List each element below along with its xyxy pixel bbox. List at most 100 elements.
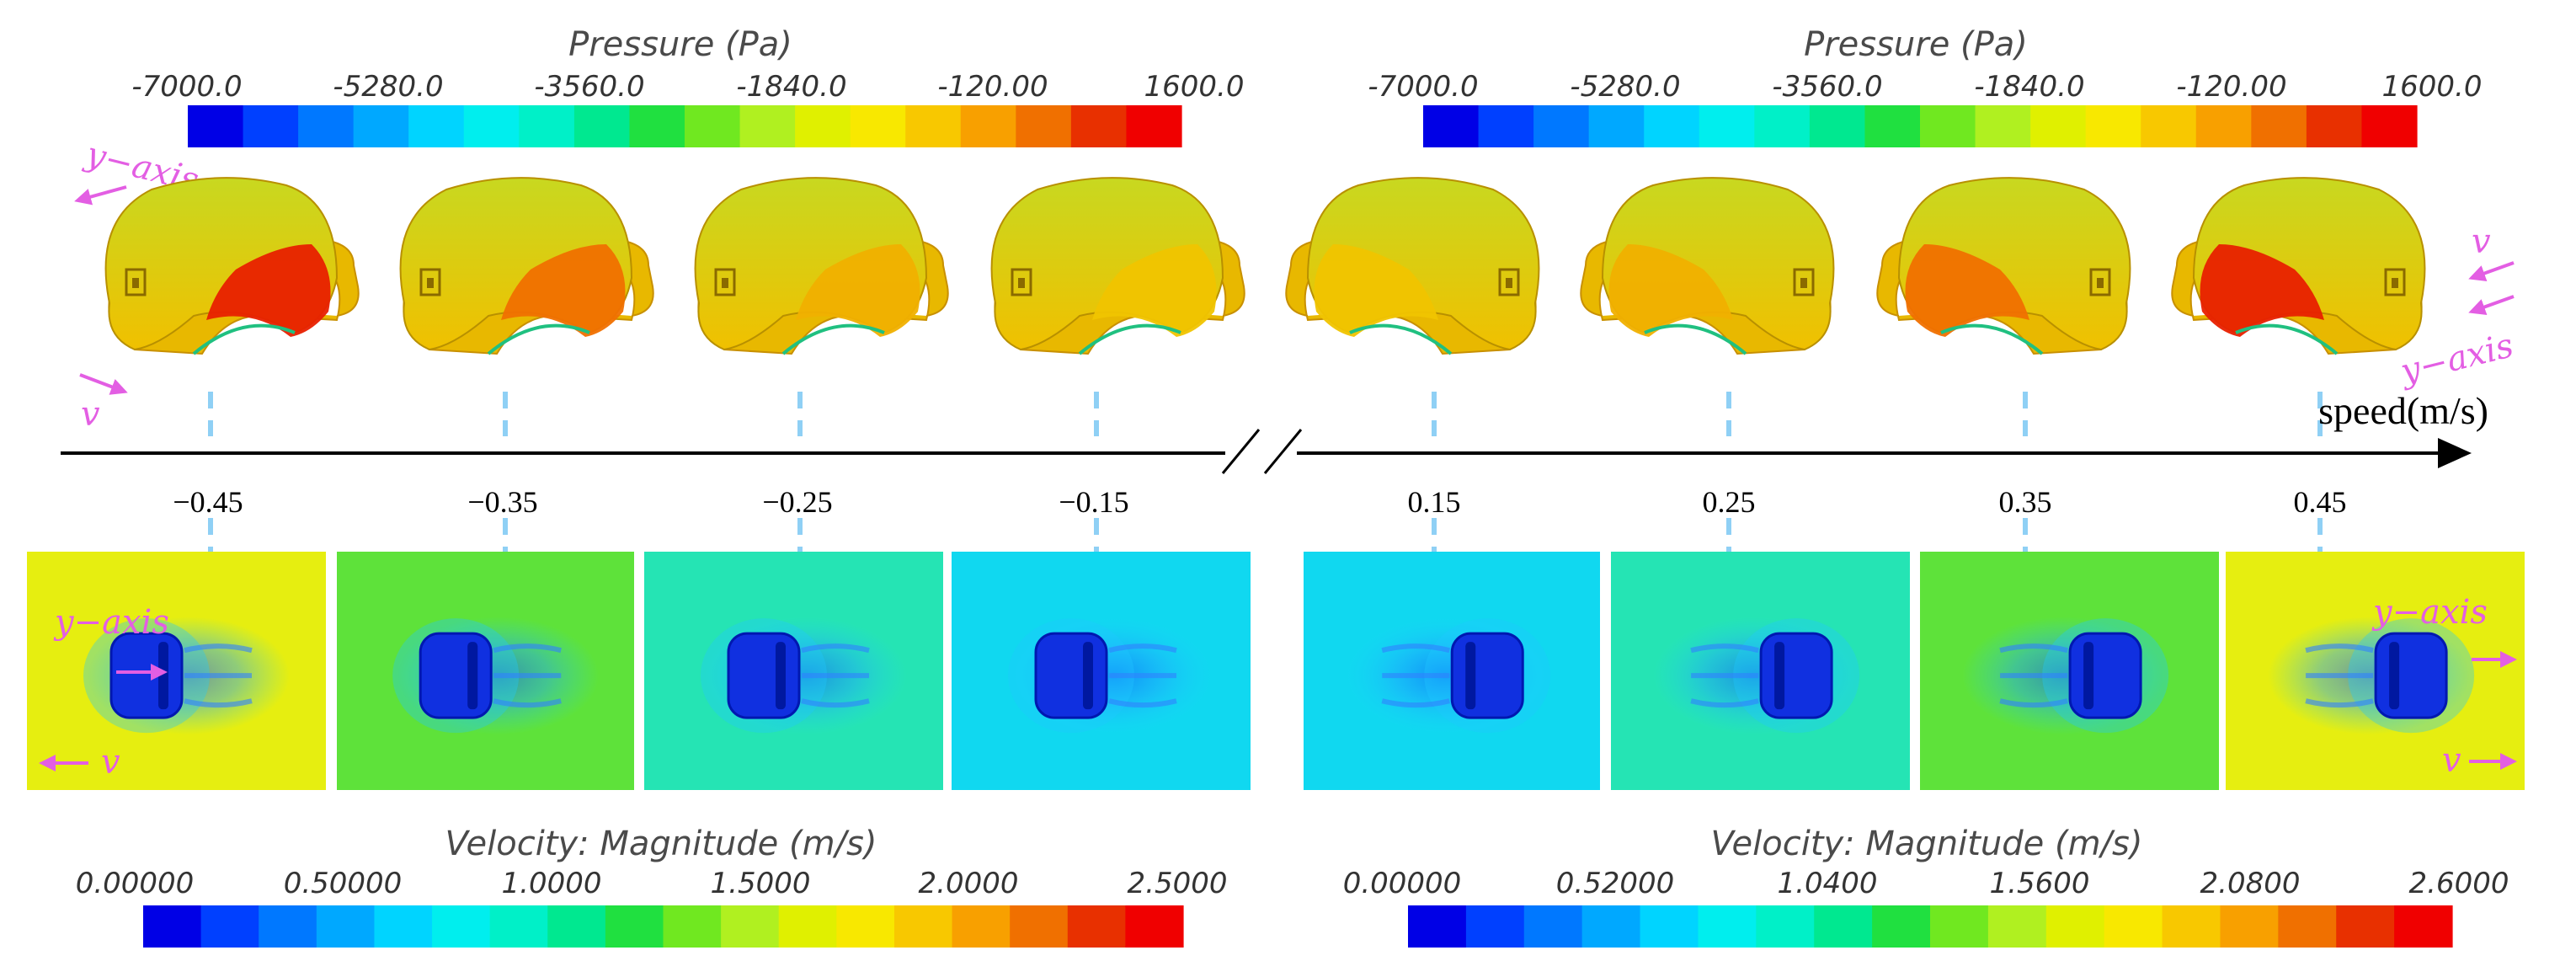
colorbar-segment [408,105,465,147]
velocity-tick: 1.0400 [1778,867,1878,900]
colorbar-segment [1987,905,2047,948]
colorbar-segment [2045,905,2105,948]
colorbar-segment [2278,905,2337,948]
pressure-tick: -7000.0 [1368,70,1478,104]
velocity-tick: 2.0000 [919,867,1019,900]
velocity-panel [2226,552,2525,790]
velocity-tick: 0.50000 [284,867,403,900]
colorbar-segment [721,905,780,948]
velocity-tick: 1.5600 [1990,867,2090,900]
colorbar-segment [1478,105,1534,147]
velocity-panel [1920,552,2219,790]
colorbar-segment [1070,105,1128,147]
speed-axis-arrowhead [2438,438,2472,468]
velocity-label: v [81,395,100,434]
colorbar-segment [519,105,575,147]
colorbar-segment [1125,905,1184,948]
pressure-model [399,177,654,355]
colorbar-segment [1408,905,1467,948]
velocity-colorbar-title: Velocity: Magnitude (m/s) [445,825,877,863]
speed-tick-label: −0.35 [467,485,537,519]
velocity-annotation-bottom-right: v [2442,741,2517,780]
colorbar-segment [353,105,409,147]
colorbar-segment [2141,105,2197,147]
colorbar-segment [1814,905,1873,948]
pressure-tick: -7000.0 [131,70,242,104]
colorbar-segment [463,105,520,147]
velocity-colorbar-gradient [143,905,1184,948]
velocity-colorbar-gradient [1408,905,2453,948]
pressure-model [694,177,949,355]
colorbar-segment [188,105,244,147]
pressure-tick: -1840.0 [1974,70,2084,104]
pressure-model [1580,177,1835,355]
pressure-colorbar-left: Pressure (Pa) -7000.0 -5280.0 -3560.0 -1… [131,25,1244,147]
colorbar-segment [778,905,837,948]
pressure-model [2171,177,2426,355]
velocity-label: v [101,743,120,782]
colorbar-segment [2085,105,2141,147]
colorbar-segment [850,105,906,147]
colorbar-segment [685,105,741,147]
speed-axis-ticks: −0.45 −0.35 −0.25 −0.15 0.15 0.25 0.35 0.45 [173,485,2346,519]
colorbar-segment [1644,105,1700,147]
colorbar-segment [1872,905,1931,948]
colorbar-segment [739,105,796,147]
pressure-tick: -5280.0 [333,70,443,104]
colorbar-segment [1864,105,1921,147]
colorbar-segment [1756,905,1815,948]
colorbar-segment [1126,105,1182,147]
colorbar-segment [573,105,631,147]
speed-tick-label: 0.45 [2294,485,2347,519]
pressure-tick: -1840.0 [736,70,846,104]
pressure-model [990,177,1245,355]
speed-axis: speed(m/s) −0.45 −0.35 −0.25 −0.15 0.15 0.25 0… [61,389,2488,519]
colorbar-segment [259,905,317,948]
velocity-colorbar-ticks: 0.00000 0.50000 1.0000 1.5000 2.0000 2.5… [76,867,1228,900]
colorbar-segment [1581,905,1641,948]
velocity-panel [27,552,326,790]
pressure-colorbar-right: Pressure (Pa) -7000.0 -5280.0 -3560.0 -1… [1368,25,2482,147]
pressure-models [104,177,2426,355]
colorbar-segment [663,905,722,948]
axis-break-marker [1221,429,1303,474]
pressure-colorbar-gradient [188,105,1182,147]
colorbar-segment [143,905,202,948]
colorbar-segment [374,905,433,948]
velocity-label: v [2472,222,2491,261]
velocity-panel [1611,552,1910,790]
colorbar-segment [298,105,355,147]
colorbar-segment [2394,905,2453,948]
colorbar-segment [1640,905,1699,948]
colorbar-segment [200,905,259,948]
colorbar-segment [893,905,953,948]
y-axis-annotation-bottom-left: y−axis [53,603,169,681]
colorbar-segment [2030,105,2087,147]
velocity-annotation-top-right: v [2468,222,2515,315]
pressure-tick: -120.00 [937,70,1048,104]
y-axis-annotation-bottom-right: y−axis [2371,593,2517,668]
colorbar-segment [1809,105,1866,147]
velocity-tick: 0.52000 [1556,867,1675,900]
speed-tick-label: 0.35 [1999,485,2052,519]
speed-tick-label: −0.45 [173,485,243,519]
colorbar-segment [2220,905,2279,948]
pressure-model [1285,177,1540,355]
colorbar-segment [489,905,548,948]
colorbar-segment [605,905,664,948]
colorbar-segment [795,105,851,147]
colorbar-segment [1699,105,1755,147]
colorbar-segment [1016,105,1072,147]
speed-tick-label: 0.25 [1703,485,1756,519]
pressure-colorbar-ticks: -7000.0 -5280.0 -3560.0 -1840.0 -120.00 … [131,70,1244,104]
velocity-colorbar-ticks: 0.00000 0.52000 1.0400 1.5600 2.0800 2.6… [1343,867,2509,900]
colorbar-segment [2306,105,2363,147]
velocity-colorbar-title: Velocity: Magnitude (m/s) [1711,825,2143,863]
pressure-tick: 1600.0 [1144,70,1245,104]
colorbar-segment [2251,105,2307,147]
colorbar-segment [316,905,376,948]
velocity-tick: 2.0800 [2200,867,2301,900]
colorbar-segment [1523,905,1583,948]
dashed-connectors [208,392,2323,552]
